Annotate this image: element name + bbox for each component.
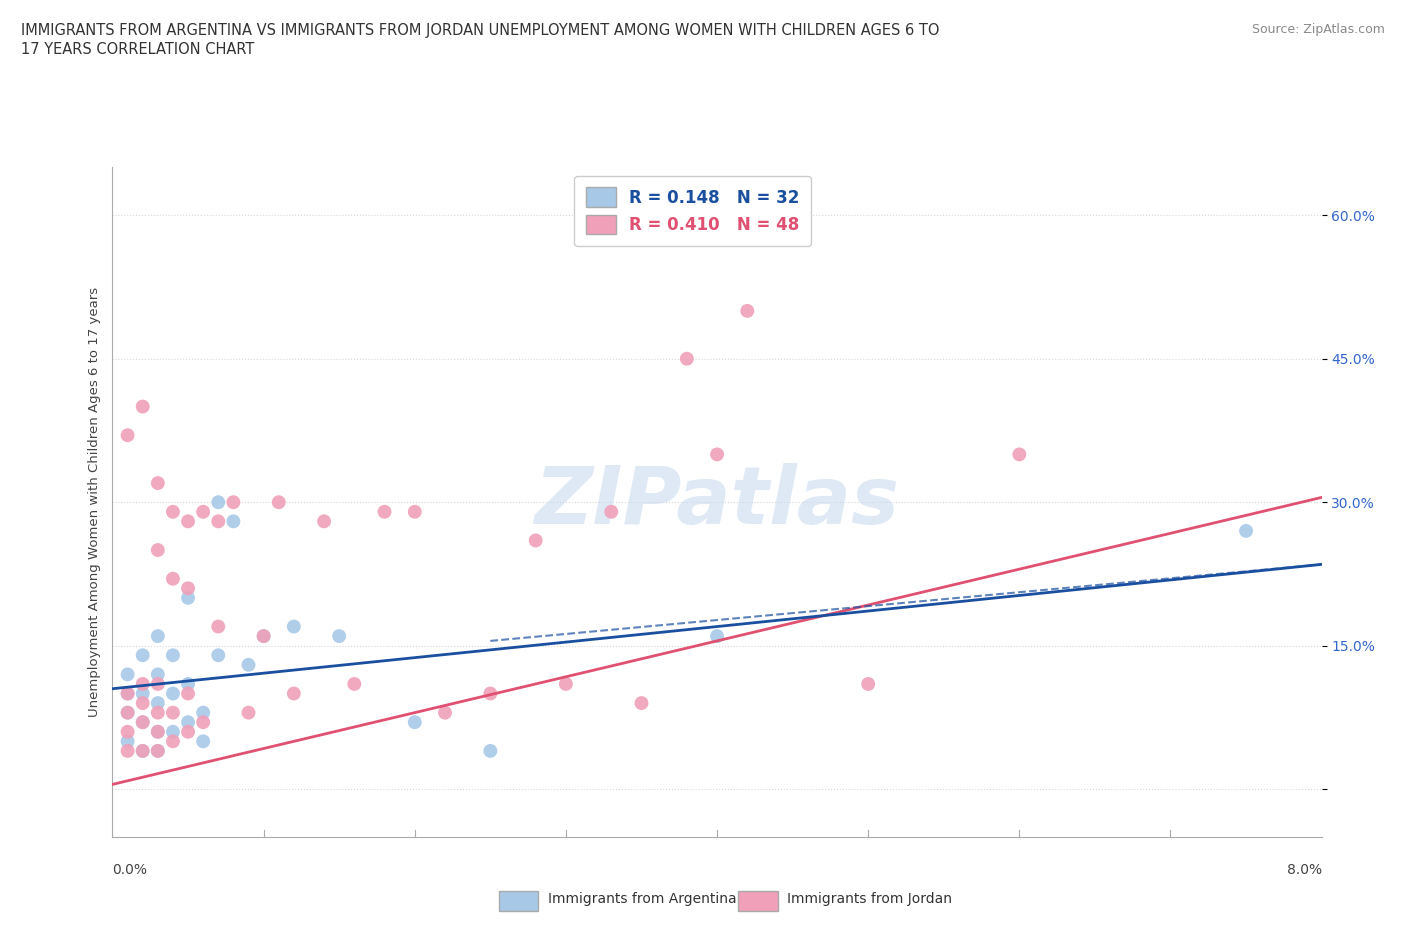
Point <box>856 676 880 691</box>
Point <box>162 648 184 663</box>
Point <box>162 686 184 701</box>
Point <box>117 724 139 739</box>
Point <box>177 591 200 605</box>
Point <box>207 619 229 634</box>
Point <box>373 504 396 519</box>
Point <box>207 495 229 510</box>
Point <box>630 696 652 711</box>
Point <box>117 705 139 720</box>
Point <box>404 504 426 519</box>
Point <box>177 686 200 701</box>
Point <box>146 475 169 490</box>
Point <box>146 696 169 711</box>
Point <box>238 705 260 720</box>
Point <box>162 504 184 519</box>
Point <box>132 715 155 730</box>
Text: IMMIGRANTS FROM ARGENTINA VS IMMIGRANTS FROM JORDAN UNEMPLOYMENT AMONG WOMEN WIT: IMMIGRANTS FROM ARGENTINA VS IMMIGRANTS … <box>21 23 939 38</box>
Point <box>177 514 200 529</box>
Point <box>146 705 169 720</box>
Point <box>207 514 229 529</box>
Point <box>191 504 215 519</box>
Point <box>132 676 155 691</box>
Point <box>433 705 456 720</box>
Point <box>267 495 290 510</box>
Point <box>177 676 200 691</box>
Point <box>146 542 169 557</box>
Point <box>132 399 155 414</box>
Point <box>132 743 155 758</box>
Point <box>146 743 169 758</box>
Point <box>191 734 215 749</box>
Point <box>132 743 155 758</box>
Point <box>343 676 366 691</box>
Point <box>328 629 350 644</box>
Text: 0.0%: 0.0% <box>112 862 148 877</box>
Point <box>162 705 184 720</box>
Point <box>177 724 200 739</box>
Point <box>283 619 305 634</box>
Point <box>706 447 728 462</box>
Point <box>675 352 697 366</box>
Point <box>146 724 169 739</box>
Text: Immigrants from Jordan: Immigrants from Jordan <box>787 892 952 907</box>
Point <box>132 686 155 701</box>
Point <box>117 734 139 749</box>
Point <box>600 504 623 519</box>
Point <box>117 686 139 701</box>
Point <box>238 658 260 672</box>
Point <box>162 571 184 586</box>
Point <box>146 676 169 691</box>
Point <box>1008 447 1031 462</box>
Text: Source: ZipAtlas.com: Source: ZipAtlas.com <box>1251 23 1385 36</box>
Point <box>706 629 728 644</box>
Point <box>222 495 245 510</box>
Point <box>404 715 426 730</box>
Point <box>253 629 276 644</box>
Point <box>524 533 547 548</box>
Point <box>177 715 200 730</box>
Point <box>117 428 139 443</box>
Point <box>222 514 245 529</box>
Point <box>253 629 276 644</box>
Point <box>737 303 759 318</box>
Point <box>207 648 229 663</box>
Legend: R = 0.148   N = 32, R = 0.410   N = 48: R = 0.148 N = 32, R = 0.410 N = 48 <box>575 176 811 246</box>
Point <box>117 705 139 720</box>
Point <box>146 667 169 682</box>
Point <box>1234 524 1257 538</box>
Point <box>479 743 502 758</box>
Text: ZIPatlas: ZIPatlas <box>534 463 900 541</box>
Y-axis label: Unemployment Among Women with Children Ages 6 to 17 years: Unemployment Among Women with Children A… <box>89 287 101 717</box>
Point <box>162 724 184 739</box>
Text: 17 YEARS CORRELATION CHART: 17 YEARS CORRELATION CHART <box>21 42 254 57</box>
Text: 8.0%: 8.0% <box>1286 862 1322 877</box>
Point <box>191 715 215 730</box>
Point <box>479 686 502 701</box>
Point <box>146 743 169 758</box>
Point <box>117 686 139 701</box>
Point <box>132 715 155 730</box>
Point <box>146 629 169 644</box>
Point <box>191 705 215 720</box>
Point <box>554 676 576 691</box>
Point <box>312 514 335 529</box>
Point <box>283 686 305 701</box>
Point <box>162 734 184 749</box>
Point <box>132 696 155 711</box>
Point <box>132 648 155 663</box>
Point <box>117 743 139 758</box>
Text: Immigrants from Argentina: Immigrants from Argentina <box>548 892 737 907</box>
Point <box>117 667 139 682</box>
Point <box>177 581 200 596</box>
Point <box>146 724 169 739</box>
